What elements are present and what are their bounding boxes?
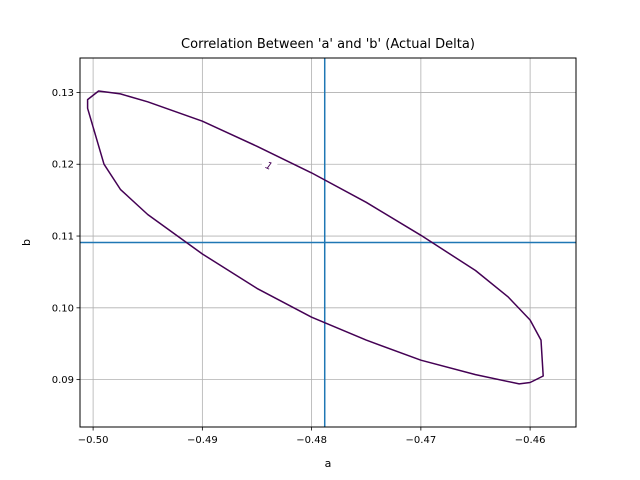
chart-title: Correlation Between 'a' and 'b' (Actual … xyxy=(181,37,475,52)
x-tick-label: −0.48 xyxy=(296,435,327,446)
contour-line xyxy=(86,90,544,385)
y-tick-label: 0.13 xyxy=(52,88,74,99)
x-axis-label: a xyxy=(325,457,332,470)
plot-area-frame xyxy=(79,57,577,428)
x-tick-label: −0.46 xyxy=(515,435,546,446)
contour-label-gap xyxy=(260,155,279,175)
contour-level-label: 1 xyxy=(263,160,273,173)
ticks: −0.50 −0.49 −0.48 −0.47 −0.46 0.09 0.10 0.11 0.1… xyxy=(52,88,546,446)
y-tick-label: 0.10 xyxy=(52,303,74,314)
y-tick-label: 0.11 xyxy=(52,232,74,243)
reference-lines xyxy=(80,58,576,427)
contour: 1 xyxy=(86,90,544,385)
y-tick-label: 0.09 xyxy=(52,375,74,386)
x-tick-label: −0.49 xyxy=(187,435,218,446)
x-tick-label: −0.47 xyxy=(406,435,437,446)
x-tick-label: −0.50 xyxy=(78,435,109,446)
y-tick-label: 0.12 xyxy=(52,160,74,171)
y-axis-label: b xyxy=(20,239,33,246)
